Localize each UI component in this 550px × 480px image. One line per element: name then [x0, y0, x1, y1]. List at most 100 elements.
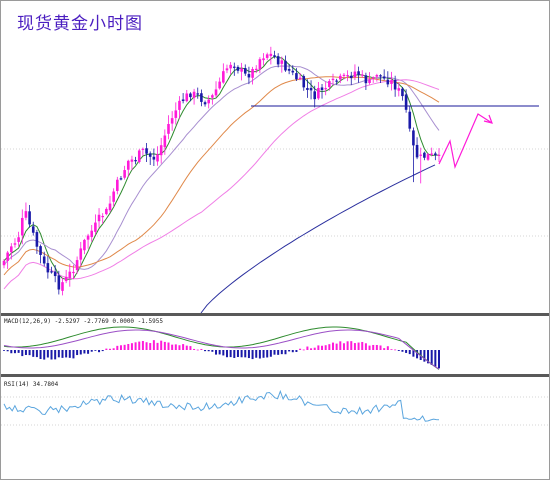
candle-body	[364, 75, 368, 84]
macd-histogram-bar	[76, 350, 79, 356]
ma-fast-line	[3, 55, 439, 280]
candle-body	[218, 81, 221, 89]
rsi-label: RSI(14) 34.7804	[4, 381, 59, 388]
candle-body	[371, 77, 375, 79]
macd-histogram-bar	[141, 341, 144, 350]
candle-body	[42, 256, 46, 264]
candle-body	[185, 93, 189, 102]
macd-histogram-bar	[357, 342, 360, 350]
candle-body	[247, 74, 251, 78]
macd-histogram-bar	[182, 344, 185, 350]
candle-body	[368, 79, 371, 83]
macd-histogram-bar	[438, 350, 440, 369]
macd-histogram-bar	[361, 341, 364, 350]
candle-body	[309, 87, 313, 91]
macd-histogram-bar	[160, 340, 163, 350]
candle-body	[152, 156, 156, 160]
candle-body	[167, 123, 170, 134]
macd-histogram-bar	[57, 350, 60, 358]
macd-histogram-bar	[68, 350, 71, 358]
macd-histogram-bar	[90, 350, 93, 352]
macd-histogram-bar	[277, 350, 280, 355]
macd-histogram-bar	[306, 346, 309, 350]
candle-body	[430, 153, 433, 155]
macd-histogram-bar	[412, 350, 415, 357]
candle-body	[97, 214, 101, 222]
macd-histogram-bar	[383, 348, 386, 350]
candle-body	[342, 74, 346, 77]
macd-histogram-bar	[427, 350, 430, 364]
candle-body	[298, 77, 302, 80]
rsi-grid	[1, 396, 549, 426]
rsi-line	[3, 389, 440, 422]
macd-histogram-bar	[368, 345, 371, 350]
macd-signal-line	[3, 329, 440, 370]
macd-histogram-bar	[83, 350, 86, 354]
candle-body	[287, 69, 291, 71]
candle-body	[94, 222, 97, 232]
candle-body	[126, 160, 130, 170]
macd-histogram-bar	[225, 350, 228, 358]
macd-histogram-bar	[43, 350, 46, 360]
macd-histogram-bar	[196, 349, 199, 351]
candle-body	[434, 153, 437, 156]
macd-histogram-bar	[386, 346, 389, 350]
candle-body	[31, 226, 35, 233]
macd-histogram-bar	[244, 350, 247, 358]
price-grid	[1, 148, 549, 237]
macd-histogram-bar	[295, 350, 298, 353]
projection-path	[438, 113, 493, 170]
candle-body	[317, 87, 320, 99]
macd-histogram-bar	[240, 350, 243, 358]
candle-body	[101, 215, 104, 218]
candle-body	[28, 211, 31, 225]
candle-body	[211, 95, 214, 98]
macd-histogram-bar	[109, 348, 112, 350]
candle-body	[437, 154, 441, 156]
macd-histogram-bar	[328, 344, 331, 350]
ma-mid-line	[3, 65, 440, 270]
macd-histogram-bar	[79, 350, 82, 355]
macd-histogram-bar	[331, 342, 334, 350]
macd-histogram-bar	[101, 350, 104, 352]
macd-histogram-bar	[408, 350, 411, 355]
candle-body	[251, 68, 254, 78]
candle-body	[313, 91, 317, 100]
macd-histogram-bar	[189, 346, 192, 350]
macd-histogram-bar	[255, 350, 258, 358]
macd-histogram-bar	[372, 344, 375, 350]
macd-histogram-bar	[405, 350, 408, 353]
macd-histogram-bar	[145, 342, 148, 350]
candle-body	[163, 135, 167, 148]
candle-body	[276, 56, 280, 65]
candle-body	[386, 79, 390, 85]
candle-body	[306, 88, 309, 90]
ma-long-line	[3, 79, 440, 290]
ma-very-long-line	[200, 164, 436, 314]
macd-histogram-bar	[39, 350, 42, 359]
candle-body	[79, 248, 83, 260]
candle-body	[61, 282, 64, 291]
candle-body	[412, 130, 415, 146]
macd-histogram-bar	[152, 340, 155, 350]
candle-body	[408, 111, 412, 129]
macd-histogram-bar	[291, 350, 294, 353]
macd-histogram-bar	[434, 350, 437, 367]
candle-body	[145, 148, 148, 154]
candle-body	[53, 271, 57, 277]
candle-body	[148, 153, 152, 157]
macd-histogram-bar	[156, 342, 159, 350]
macd-histogram-bar	[324, 345, 327, 350]
candle-body	[116, 179, 119, 191]
macd-histogram-bar	[204, 350, 207, 352]
macd-histogram-bar	[247, 350, 250, 359]
candle-body	[382, 76, 386, 79]
candle-body	[170, 118, 174, 124]
macd-histogram-bar	[339, 341, 342, 350]
candle-body	[196, 93, 200, 95]
candle-body	[302, 76, 306, 88]
candle-body	[189, 93, 192, 98]
candle-body	[90, 230, 94, 238]
projection-arrowhead	[483, 114, 493, 124]
